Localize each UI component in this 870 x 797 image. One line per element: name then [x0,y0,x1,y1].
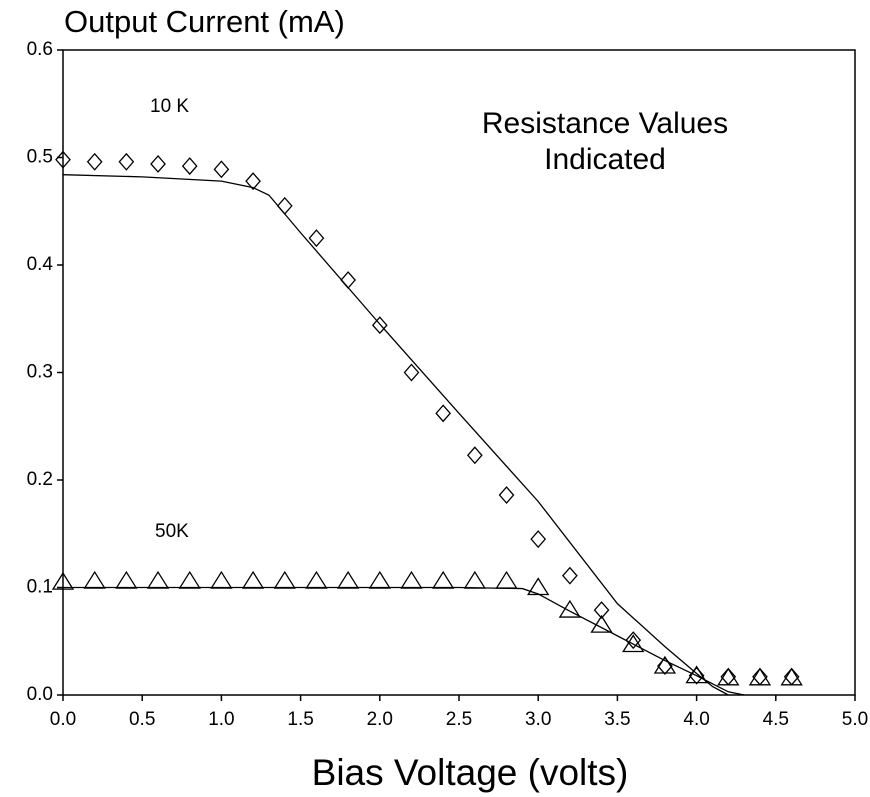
diamond-marker [245,172,261,191]
x-tick-label: 3.0 [525,709,551,730]
fit-line [63,586,745,696]
fit-line [62,174,729,696]
triangle-marker [622,634,645,653]
triangle-marker [495,570,518,589]
x-tick-label: 1.0 [208,709,234,730]
x-tick-label: 1.5 [287,709,313,730]
x-tick-label: 3.5 [604,709,630,730]
x-tick-label: 0.0 [50,709,76,730]
y-tick-label: 0.4 [27,254,54,275]
diamond-marker [435,404,452,423]
diamond-marker [181,157,198,176]
x-tick-label: 2.5 [446,709,472,730]
triangle-marker [83,570,106,589]
diamond-marker [625,631,642,650]
diamond-marker [498,486,515,505]
annotation: Resistance Values [482,107,728,140]
diamond-marker [562,566,578,585]
plot-frame [62,49,856,696]
triangle-marker [368,570,391,589]
y-tick-label: 0.0 [27,684,53,705]
diamond-marker [340,271,356,290]
annotation: Indicated [544,143,666,176]
triangle-marker [336,570,360,589]
triangle-marker [115,570,138,589]
x-axis-label: Bias Voltage (volts) [312,752,629,793]
triangle-marker [146,570,170,589]
triangle-marker [685,665,708,684]
annotation: 50K [155,521,189,542]
triangle-marker [431,570,455,589]
triangle-marker [780,667,803,686]
triangle-marker [178,570,201,589]
diamond-marker [150,154,166,173]
diamond-marker [118,152,135,171]
y-tick-label: 0.5 [27,147,53,168]
x-tick-label: 4.0 [683,709,709,730]
triangle-marker [51,571,75,590]
triangle-marker [210,570,233,589]
diamond-marker [213,160,230,179]
diamond-marker [276,196,293,215]
triangle-marker [241,570,265,589]
triangle-marker [590,614,613,633]
triangle-marker [305,570,328,589]
triangle-marker [717,667,740,686]
triangle-marker [463,570,487,589]
diamond-marker [593,601,610,620]
diamond-marker [55,150,71,169]
diamond-marker [86,152,103,171]
y-tick-label: 0.1 [27,577,53,598]
x-tick-label: 5.0 [842,709,868,730]
chart-title: Output Current (mA) [64,4,345,39]
y-tick-label: 0.2 [27,469,53,490]
diamond-marker [308,229,325,248]
x-tick-label: 2.0 [367,709,393,730]
diamond-marker [403,363,420,382]
annotation: 10 K [150,96,189,117]
y-tick-label: 0.6 [27,39,53,60]
x-tick-label: 0.5 [129,709,155,730]
triangle-marker [273,570,296,589]
diamond-marker [466,446,483,465]
triangle-marker [400,570,423,589]
triangle-marker [653,655,677,674]
x-tick-label: 4.5 [763,709,789,730]
diamond-marker [371,316,388,335]
triangle-marker [748,667,772,686]
diamond-marker [530,530,547,549]
y-tick-label: 0.3 [27,362,53,383]
